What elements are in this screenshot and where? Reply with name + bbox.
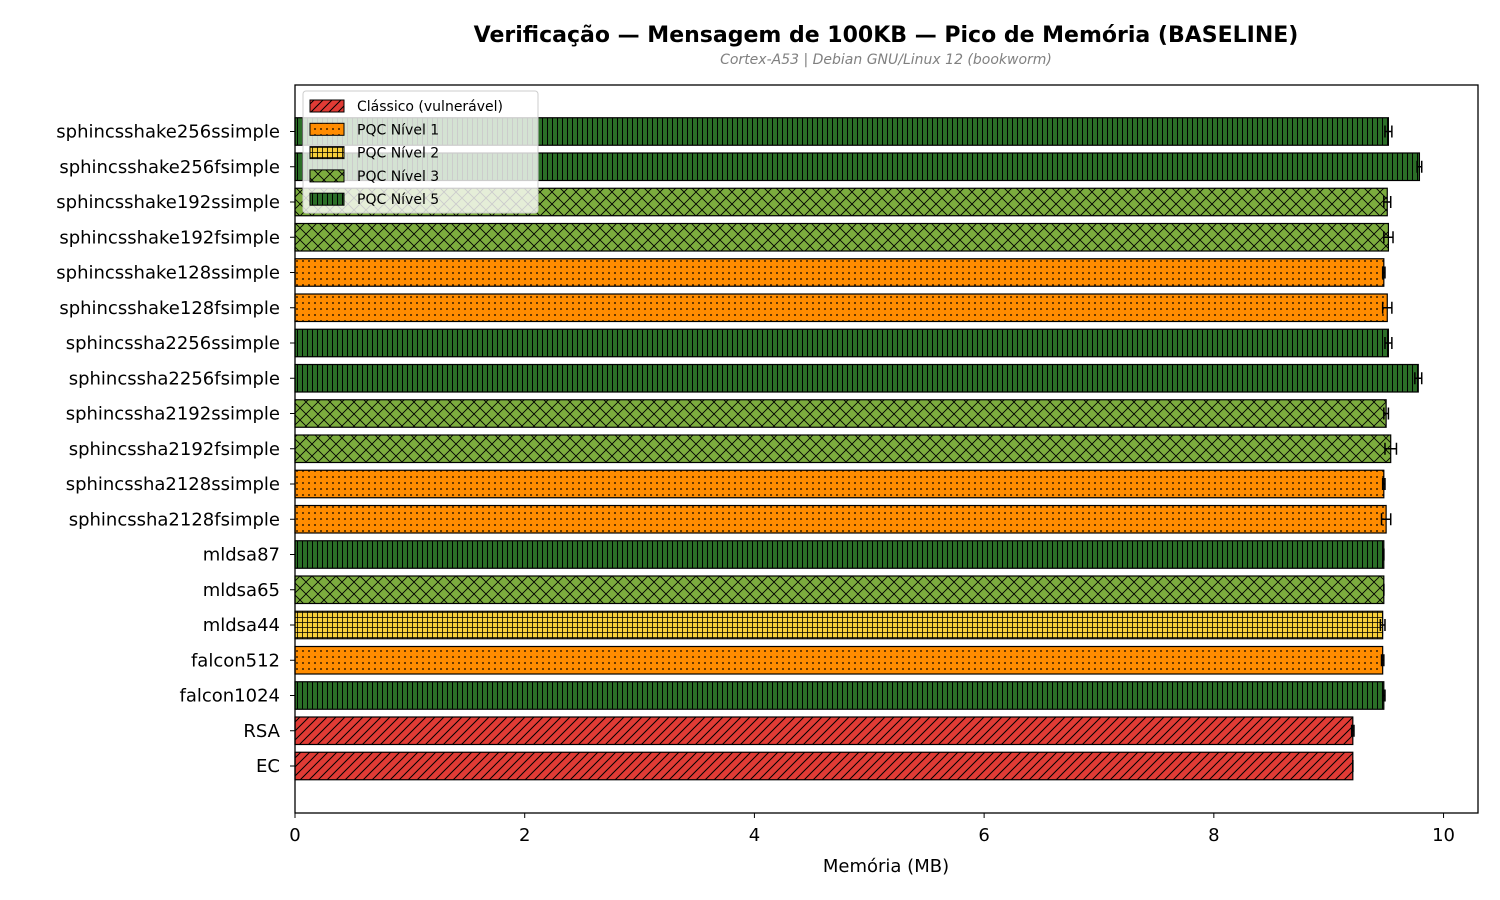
plot-frame: [294, 84, 1479, 814]
legend-label: Clássico (vulnerável): [357, 99, 503, 115]
bar-sphincssha2192ssimple: [294, 399, 1387, 428]
legend-item: PQC Nível 3: [309, 169, 439, 185]
legend-label: PQC Nível 3: [357, 169, 439, 185]
error-bar-sphincssha2256ssimple: [1384, 337, 1393, 349]
bar-sphincsshake128fsimple: [294, 293, 1388, 323]
error-bar-sphincssha2192ssimple: [1383, 407, 1390, 420]
legend-item: PQC Nível 1: [309, 122, 439, 138]
y-tick-label: sphincssha2192fsimple: [69, 439, 280, 460]
legend-item: PQC Nível 5: [309, 192, 439, 208]
legend-swatch: [309, 99, 345, 113]
legend-item: Clássico (vulnerável): [309, 99, 503, 115]
bar-mldsa44: [294, 610, 1384, 640]
y-tick-label: sphincsshake192ssimple: [56, 192, 280, 213]
bars-group: [294, 117, 1423, 781]
bar-sphincssha2192fsimple: [294, 434, 1392, 464]
error-bar-RSA: [1350, 724, 1355, 737]
x-tick-label: 10: [1432, 825, 1455, 846]
legend-swatch: [309, 146, 345, 160]
y-tick-label: sphincssha2128fsimple: [69, 509, 280, 530]
y-tick-label: mldsa44: [203, 615, 280, 636]
error-bar-sphincsshake128ssimple: [1381, 266, 1386, 279]
y-tick-label: sphincssha2256fsimple: [69, 368, 280, 389]
legend-swatch: [309, 192, 345, 206]
y-tick-label: falcon1024: [180, 686, 281, 707]
bar-sphincssha2128fsimple: [294, 504, 1387, 534]
error-bar-sphincssha2192fsimple: [1384, 442, 1398, 455]
error-bar-sphincssha2128fsimple: [1380, 513, 1392, 526]
y-tick-label: mldsa87: [203, 545, 280, 566]
legend-swatch: [309, 122, 345, 136]
y-axis-ticks: sphincsshake256ssimple sphincsshake256fsi…: [56, 122, 295, 777]
x-axis-label: Memória (MB): [823, 856, 949, 877]
y-tick-label: falcon512: [191, 650, 280, 671]
legend: Clássico (vulnerável) PQC Nível 1 PQC Níve…: [302, 90, 539, 214]
legend-item: PQC Nível 2: [309, 146, 439, 162]
error-bar-sphincsshake192ssimple: [1383, 196, 1392, 208]
y-tick-label: sphincsshake128fsimple: [59, 298, 280, 319]
x-tick-label: 2: [519, 825, 530, 846]
y-tick-label: sphincssha2128ssimple: [66, 474, 280, 495]
y-tick-label: EC: [256, 756, 280, 777]
legend-swatch: [309, 169, 345, 183]
legend-label: PQC Nível 5: [357, 192, 439, 208]
error-bar-sphincssha2128ssimple: [1381, 478, 1386, 490]
x-axis-ticks: 0 2 4 6 8 10: [289, 813, 1455, 846]
x-tick-label: 8: [1208, 825, 1219, 846]
error-bar-sphincsshake192fsimple: [1383, 231, 1394, 244]
y-tick-label: mldsa65: [203, 580, 280, 601]
error-bar-mldsa44: [1379, 619, 1386, 631]
error-bar-sphincsshake256fsimple: [1416, 160, 1423, 173]
bar-sphincsshake128ssimple: [294, 258, 1385, 287]
error-bar-falcon1024: [1381, 689, 1386, 702]
bar-sphincssha2256fsimple: [294, 363, 1419, 393]
error-bar-sphincsshake256ssimple: [1384, 125, 1393, 138]
bar-EC: [294, 751, 1354, 781]
bar-falcon1024: [294, 681, 1385, 710]
bar-falcon512: [294, 645, 1384, 675]
bar-sphincssha2256ssimple: [294, 328, 1390, 358]
bar-RSA: [294, 716, 1354, 746]
chart-subtitle: Cortex-A53 | Debian GNU/Linux 12 (bookwo…: [720, 52, 1052, 68]
legend-box: [302, 90, 539, 214]
x-tick-label: 6: [978, 825, 989, 846]
y-tick-label: RSA: [243, 721, 280, 742]
bar-sphincssha2128ssimple: [294, 469, 1385, 499]
y-tick-label: sphincsshake128ssimple: [56, 263, 280, 284]
legend-label: PQC Nível 2: [357, 146, 439, 162]
y-tick-label: sphincsshake256ssimple: [56, 122, 280, 143]
y-tick-label: sphincssha2192ssimple: [66, 404, 280, 425]
x-tick-label: 0: [289, 825, 300, 846]
bar-mldsa87: [294, 540, 1385, 569]
error-bar-falcon512: [1380, 654, 1385, 667]
error-bar-sphincsshake128fsimple: [1381, 301, 1393, 314]
bar-mldsa65: [294, 575, 1385, 605]
bar-sphincsshake192fsimple: [294, 222, 1390, 252]
error-bar-sphincssha2256fsimple: [1414, 372, 1423, 385]
y-tick-label: sphincsshake192fsimple: [59, 227, 280, 248]
legend-label: PQC Nível 1: [357, 122, 439, 138]
y-tick-label: sphincssha2256ssimple: [66, 333, 280, 354]
chart-title: Verificação — Mensagem de 100KB — Pico d…: [474, 23, 1299, 48]
y-tick-label: sphincsshake256fsimple: [59, 157, 280, 178]
x-tick-label: 4: [749, 825, 760, 846]
